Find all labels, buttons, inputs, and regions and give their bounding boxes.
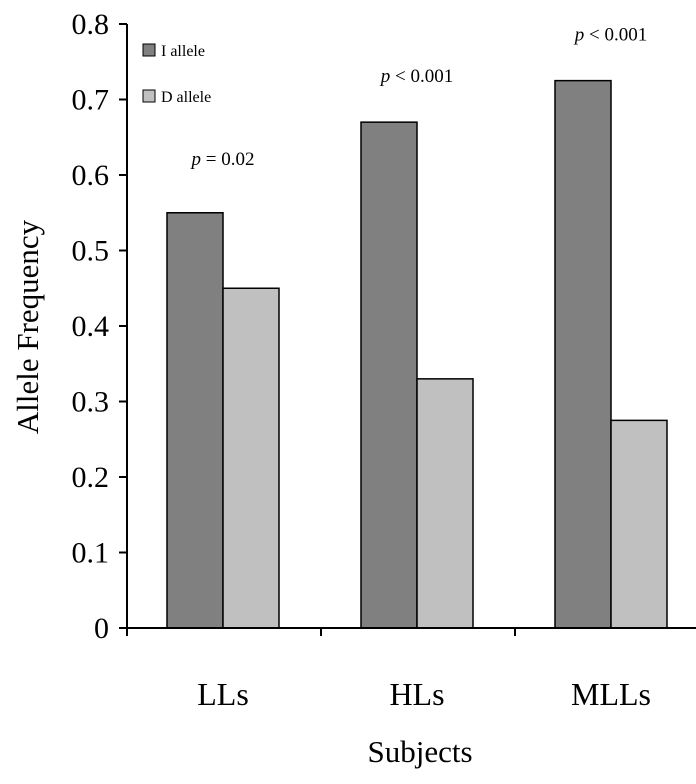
x-tick-label-lls: LLs — [197, 676, 249, 712]
legend-swatch-i-allele — [143, 44, 155, 56]
y-tick-label-0: 0 — [94, 612, 109, 645]
y-tick-label-0.1: 0.1 — [72, 537, 110, 570]
bar-i-allele-mlls — [555, 81, 611, 628]
x-tick-label-mlls: MLLs — [571, 676, 651, 712]
bar-i-allele-lls — [167, 213, 223, 628]
x-tick-label-hls: HLs — [389, 676, 444, 712]
y-tick-label-0.2: 0.2 — [72, 461, 110, 494]
y-tick-label-0.7: 0.7 — [72, 84, 110, 117]
y-tick-label-0.4: 0.4 — [72, 310, 110, 343]
x-axis-title: Subjects — [367, 734, 472, 769]
bar-d-allele-lls — [223, 288, 279, 628]
p-value-annotation-hls: p < 0.001 — [379, 66, 453, 87]
legend-label-d-allele: D allele — [161, 89, 211, 106]
y-tick-label-0.6: 0.6 — [72, 159, 110, 192]
y-tick-label-0.8: 0.8 — [72, 8, 110, 41]
p-value-annotation-lls: p = 0.02 — [190, 149, 255, 170]
y-tick-label-0.3: 0.3 — [72, 386, 110, 419]
p-value-annotation-mlls: p < 0.001 — [573, 25, 647, 46]
legend: I allele D allele — [143, 43, 211, 106]
bar-i-allele-hls — [361, 122, 417, 628]
y-axis-title: Allele Frequency — [10, 219, 45, 434]
plot-area: LLs HLs MLLs p = 0.02 p < 0.001 p < 0.001 0 0.1… — [72, 8, 696, 712]
bar-d-allele-mlls — [611, 420, 667, 628]
bar-d-allele-hls — [417, 379, 473, 628]
legend-swatch-d-allele — [143, 90, 155, 102]
legend-label-i-allele: I allele — [161, 43, 205, 60]
y-tick-label-0.5: 0.5 — [72, 235, 110, 268]
